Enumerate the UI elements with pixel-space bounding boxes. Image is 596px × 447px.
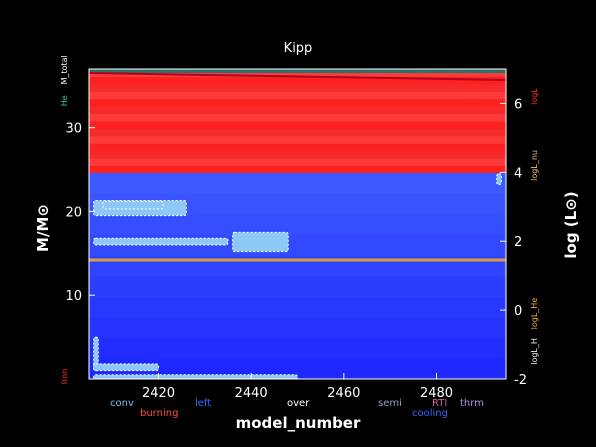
legend-entry: over	[287, 398, 310, 409]
y-right-tick-label: 0	[514, 304, 522, 319]
legend-entry: burning	[140, 408, 178, 419]
y-right-ticks: -2 0 2 4 6	[500, 97, 527, 388]
he-surface-strip	[89, 69, 506, 73]
y-right-tick-label: 4	[514, 166, 522, 181]
burning-band	[89, 98, 506, 107]
convective-blob	[93, 237, 229, 246]
convective-blob	[232, 231, 289, 253]
convective-blob	[496, 173, 502, 186]
burning-band	[89, 113, 506, 122]
y-right-label: log (L⊙)	[562, 191, 580, 258]
cooling-band	[89, 358, 506, 379]
right-marker-label: logL_He	[530, 298, 539, 330]
x-tick-label: 2460	[327, 386, 360, 401]
surface-layer	[89, 69, 506, 81]
legend-entry: semi	[378, 398, 402, 409]
burning-band	[89, 76, 506, 85]
legend-entry: left	[195, 398, 211, 409]
burning-band	[89, 128, 506, 137]
legend-entry: RTI	[432, 398, 447, 409]
burning-band	[89, 135, 506, 144]
x-axis-ticks: 2420 2440 2460 2480	[142, 373, 453, 401]
x-axis-label: model_number	[236, 414, 361, 432]
burning-region	[89, 69, 506, 174]
right-marker-label: logL_nu	[530, 150, 539, 181]
cooling-band	[89, 255, 506, 277]
burning-band	[89, 150, 506, 159]
burning-band	[89, 120, 506, 129]
log-l-line	[89, 72, 506, 81]
burning-band	[89, 143, 506, 152]
convective-zones	[93, 173, 502, 379]
convective-blob	[102, 200, 164, 210]
plot-frame	[88, 68, 507, 380]
burning-band	[89, 83, 506, 92]
y-right-tick-label: 2	[514, 235, 522, 250]
right-marker-label: logL_H	[530, 338, 539, 365]
y-left-tick-label: 10	[65, 289, 82, 304]
y-left-tick-label: 20	[65, 205, 82, 220]
cooling-band	[89, 296, 506, 318]
cooling-band	[89, 337, 506, 359]
left-markers: M_total He Iron	[60, 55, 69, 384]
burning-band	[89, 158, 506, 166]
convective-blob	[93, 363, 159, 372]
cooling-band	[89, 317, 506, 339]
legend-entry: conv	[110, 398, 134, 409]
left-marker-label: Iron	[60, 369, 69, 384]
y-right-tick-label: 6	[514, 97, 522, 112]
burning-band	[89, 91, 506, 100]
cooling-band	[89, 214, 506, 236]
left-marker-label: He	[60, 95, 69, 106]
cooling-band	[89, 193, 506, 215]
cooling-band	[89, 172, 506, 195]
convective-blob	[93, 374, 298, 379]
y-left-tick-label: 30	[65, 122, 82, 137]
x-tick-label: 2440	[235, 386, 268, 401]
left-marker-label: M_total	[60, 55, 69, 84]
right-marker-label: logL	[530, 88, 539, 105]
y-left-ticks: 10 20 30	[65, 122, 95, 304]
y-left-label: M/M⊙	[34, 204, 52, 252]
chart-title: Kipp	[284, 41, 313, 56]
x-tick-label: 2480	[420, 386, 453, 401]
legend-entry: cooling	[412, 408, 448, 419]
burning-band	[89, 106, 506, 115]
legend-entry: thrm	[460, 398, 484, 409]
y-right-tick-label: -2	[514, 373, 527, 388]
plot-area	[89, 69, 506, 379]
right-markers: logL logL_nu logL_He logL_H	[530, 88, 539, 365]
cooling-band	[89, 275, 506, 298]
burning-band	[89, 165, 506, 174]
x-tick-label: 2420	[142, 386, 175, 401]
